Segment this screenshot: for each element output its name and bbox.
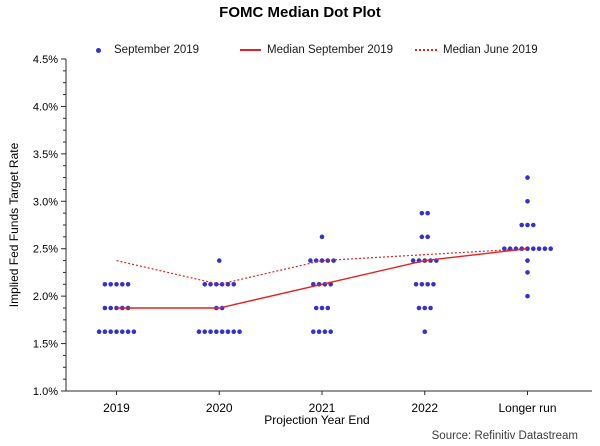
projection-dot <box>328 329 334 335</box>
projection-dot <box>125 281 131 287</box>
projection-dot <box>425 234 430 240</box>
projection-dot <box>525 222 530 228</box>
projection-dot <box>108 281 113 287</box>
projection-dot <box>202 281 208 287</box>
projection-dot <box>548 246 553 252</box>
projection-dot <box>114 329 119 335</box>
projection-dot <box>131 329 137 335</box>
y-tick-label: 2.0% <box>33 291 58 303</box>
projection-dot <box>108 305 113 311</box>
x-tick-label: 2022 <box>411 401 438 415</box>
projection-dot <box>231 329 237 335</box>
source-note: Source: Refinitiv Datastream <box>431 430 578 442</box>
y-tick-label: 4.0% <box>33 101 58 113</box>
legend: September 2019 Median September 2019 Med… <box>96 43 538 57</box>
projection-dot <box>431 281 436 287</box>
chart-title: FOMC Median Dot Plot <box>219 4 381 21</box>
projection-dot <box>531 246 536 252</box>
projection-dot <box>410 258 416 263</box>
legend-label: Median September 2019 <box>267 44 393 56</box>
blue-dot-marker-icon <box>96 47 101 53</box>
red-solid-line-marker-icon <box>240 49 262 51</box>
projection-dot <box>225 329 231 335</box>
x-tick-label: 2021 <box>309 401 336 415</box>
projection-dot <box>313 258 319 263</box>
projection-dot <box>419 281 425 287</box>
projection-dot <box>216 258 222 263</box>
projection-dot <box>196 329 202 335</box>
projection-dot <box>519 222 524 228</box>
projection-dot <box>125 329 131 335</box>
projection-dot <box>120 329 125 335</box>
projection-dot <box>325 305 331 311</box>
y-tick-label: 1.5% <box>33 339 58 351</box>
projection-dot <box>525 270 530 275</box>
projection-dot <box>219 329 225 335</box>
projection-dot <box>319 234 325 240</box>
projection-dot <box>536 246 542 252</box>
projection-dot <box>96 329 102 335</box>
projection-dot <box>219 281 225 287</box>
projection-dot <box>231 281 237 287</box>
projection-dot <box>525 175 530 180</box>
projection-dot <box>428 305 433 311</box>
red-dotted-line-marker-icon <box>415 49 437 51</box>
y-tick-label: 2.5% <box>33 244 58 256</box>
projection-dot <box>311 329 316 335</box>
projection-dot <box>419 234 425 240</box>
x-tick-label: Longer run <box>498 401 556 415</box>
projection-dot <box>322 329 328 335</box>
legend-item-median-september-2019: Median September 2019 <box>240 44 393 56</box>
projection-dot <box>542 246 548 252</box>
projection-dot <box>237 329 242 335</box>
projection-dot <box>102 281 108 287</box>
projection-dot <box>202 329 208 335</box>
y-tick-label: 1.0% <box>33 386 58 398</box>
x-tick-label: 2019 <box>103 401 130 415</box>
projection-dot <box>525 293 530 299</box>
y-tick-label: 3.5% <box>33 149 58 161</box>
projection-dot <box>525 258 530 263</box>
legend-item-median-june-2019: Median June 2019 <box>415 44 538 56</box>
projection-dot <box>102 329 108 335</box>
projection-dot <box>525 198 530 204</box>
median-september-line <box>116 248 528 309</box>
projection-dot <box>102 305 108 311</box>
projection-dot <box>531 222 536 228</box>
legend-item-september-2019: September 2019 <box>96 44 199 56</box>
projection-dot <box>419 210 425 216</box>
projection-dot <box>422 305 428 311</box>
x-axis-title: Projection Year End <box>264 413 370 427</box>
projection-dot <box>422 329 428 335</box>
projection-dot <box>120 281 125 287</box>
projection-dot <box>316 329 322 335</box>
projection-dot <box>108 329 113 335</box>
projection-dot <box>114 281 119 287</box>
projection-dot <box>214 329 219 335</box>
projection-dot <box>416 305 422 311</box>
projection-dot <box>208 329 213 335</box>
projection-dot <box>313 305 319 311</box>
y-tick-label: 3.0% <box>33 196 58 208</box>
projection-dot <box>425 210 430 216</box>
projection-dot <box>319 258 325 263</box>
median-june-line <box>116 248 528 285</box>
projection-dot <box>413 281 419 287</box>
projection-dot <box>425 281 430 287</box>
y-tick-label: 4.5% <box>33 54 58 66</box>
x-tick-label: 2020 <box>206 401 233 415</box>
legend-label: Median June 2019 <box>443 44 538 56</box>
legend-label: September 2019 <box>114 44 200 56</box>
projection-dot <box>308 258 313 263</box>
projection-dot <box>319 305 325 311</box>
